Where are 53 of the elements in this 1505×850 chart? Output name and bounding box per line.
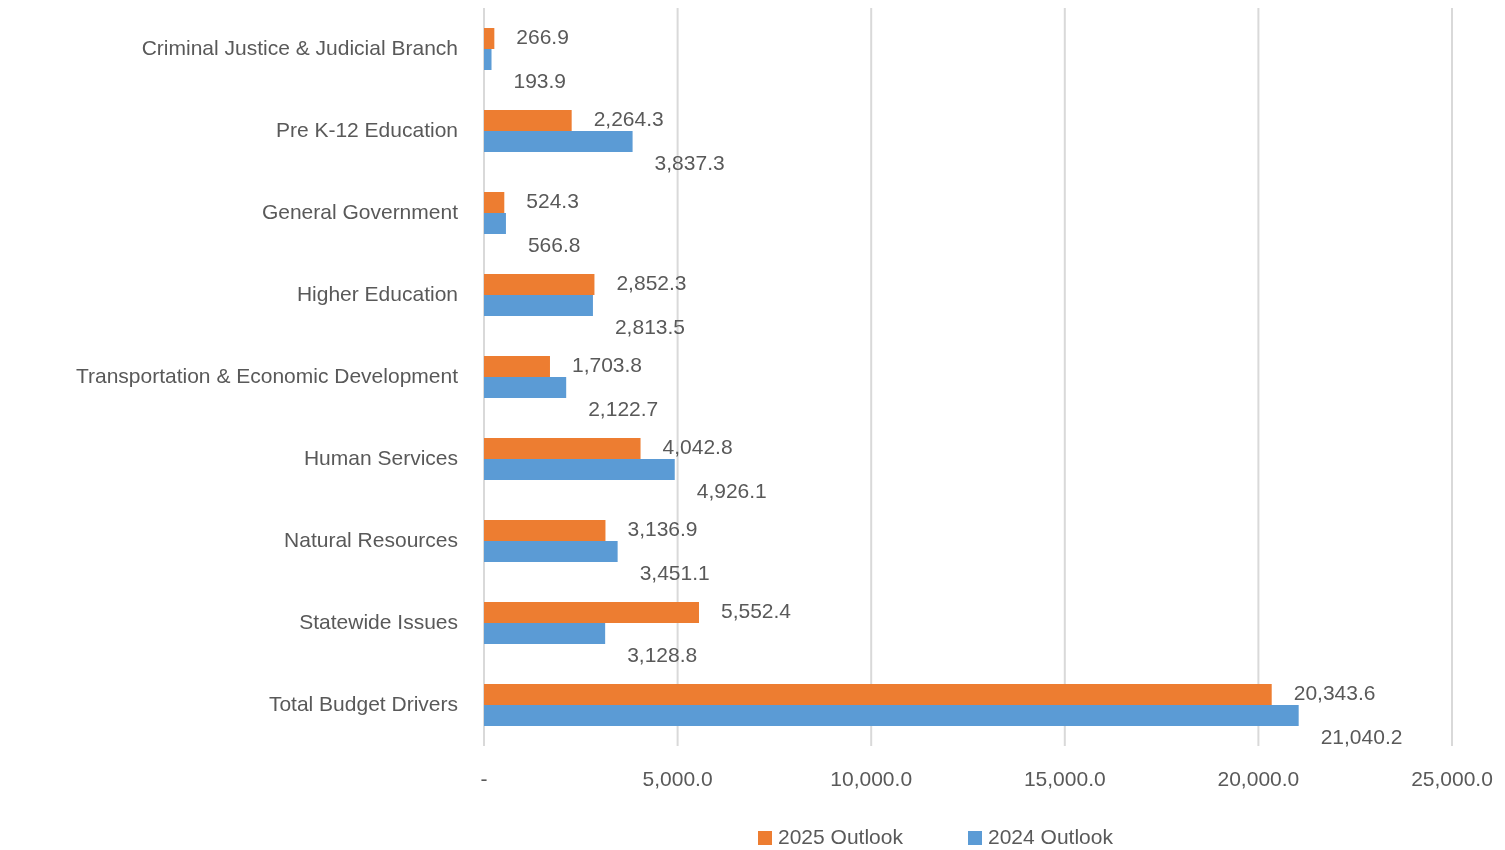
data-label: 2,264.3 [593,107,664,131]
data-label: 5,552.4 [720,599,792,623]
bar [484,274,595,295]
data-label: 21,040.2 [1320,724,1403,748]
x-tick-label: 10,000.0 [830,766,913,790]
bar [484,110,572,131]
data-label: 3,451.1 [639,560,710,584]
data-label: 193.9 [513,68,567,92]
bar [484,377,567,398]
data-label: 3,837.3 [654,150,725,174]
bar [484,541,618,562]
x-tick-label: - [480,766,488,790]
bar [484,213,506,234]
data-label: 4,926.1 [696,478,767,502]
y-tick-label: Higher Education [296,281,458,305]
data-label: 20,343.6 [1293,681,1376,705]
x-tick-label: 25,000.0 [1411,766,1493,790]
data-label: 266.9 [516,25,569,49]
x-tick-label: 20,000.0 [1217,766,1300,790]
legend-label: 2024 Outlook [988,824,1114,848]
bar [484,356,550,377]
bar [484,49,492,70]
bar [484,295,593,316]
y-tick-label: General Government [261,199,459,223]
legend-label: 2025 Outlook [778,824,904,848]
y-tick-label: Pre K-12 Education [275,117,458,141]
data-label: 2,122.7 [588,396,659,420]
y-tick-label: Total Budget Drivers [268,691,458,715]
y-tick-label: Human Services [303,445,458,469]
bar [484,192,505,213]
y-tick-label: Natural Resources [284,527,458,551]
data-label: 524.3 [526,189,579,213]
data-label: 1,703.8 [571,353,643,377]
bar [484,459,675,480]
data-label: 4,042.8 [662,435,733,459]
data-label: 3,128.8 [627,642,698,666]
data-label: 2,852.3 [616,271,687,295]
data-label: 3,136.9 [627,517,698,541]
bar [484,28,495,49]
y-tick-label: Criminal Justice & Judicial Branch [141,35,458,59]
x-tick-label: 5,000.0 [642,766,713,790]
bar [484,131,633,152]
bar [484,520,606,541]
bar [484,602,699,623]
bar [484,438,641,459]
bar [484,623,606,644]
data-label: 566.8 [527,232,581,256]
bar [484,684,1272,705]
data-label: 2,813.5 [614,314,686,338]
bar [484,705,1299,726]
x-tick-label: 15,000.0 [1023,766,1106,790]
y-tick-label: Transportation & Economic Development [75,363,459,387]
y-tick-label: Statewide Issues [299,609,458,633]
